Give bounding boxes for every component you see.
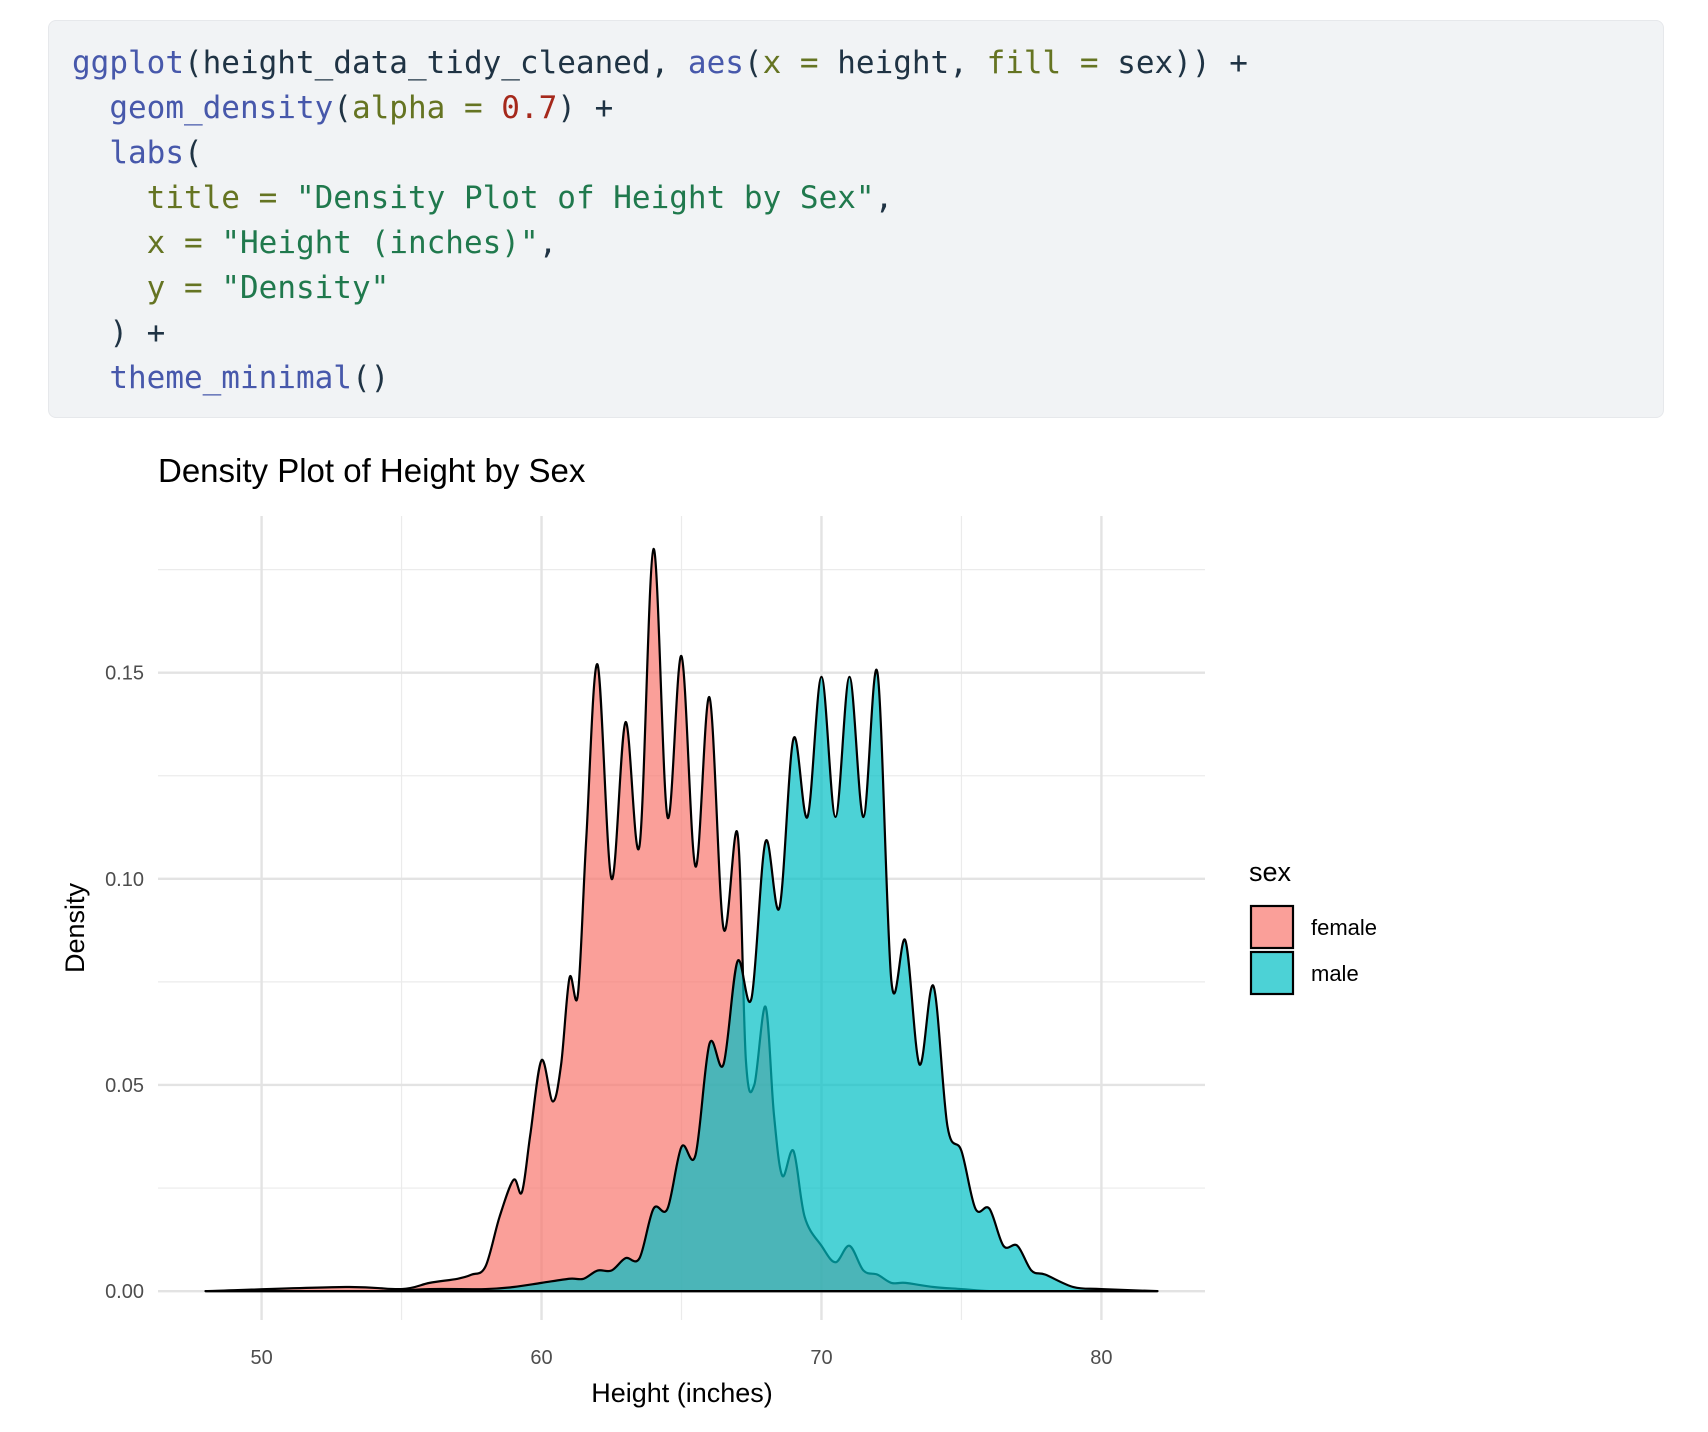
x-axis-ticks: 50 60 70 80 bbox=[250, 1347, 1112, 1369]
y-axis-ticks: 0.00 0.05 0.10 0.15 bbox=[105, 663, 144, 1303]
code-token: "Density" bbox=[221, 270, 390, 306]
code-token: y = bbox=[146, 270, 203, 306]
x-tick-label: 70 bbox=[810, 1347, 832, 1369]
code-line: geom_density(alpha = 0.7) + bbox=[72, 86, 1663, 131]
code-token: , bbox=[874, 180, 894, 216]
code-line: x = "Height (inches)", bbox=[72, 221, 1663, 266]
code-token: 0.7 bbox=[501, 90, 558, 126]
y-tick-label: 0.05 bbox=[105, 1075, 144, 1097]
code-line: ggplot(height_data_tidy_cleaned, aes(x =… bbox=[72, 41, 1663, 86]
code-token: ( bbox=[333, 90, 352, 126]
code-token: (height_data_tidy_cleaned, bbox=[183, 45, 688, 81]
code-line: theme_minimal() bbox=[72, 356, 1663, 401]
code-block: ggplot(height_data_tidy_cleaned, aes(x =… bbox=[48, 20, 1664, 418]
chart-title: Density Plot of Height by Sex bbox=[158, 452, 586, 489]
code-token: "Height (inches)" bbox=[221, 225, 539, 261]
legend-label-female: female bbox=[1311, 915, 1377, 940]
code-line: y = "Density" bbox=[72, 266, 1663, 311]
code-token: aes bbox=[687, 45, 744, 81]
density-chart: 50 60 70 80 0.00 0.05 0.10 0.15 Density Plot o… bbox=[60, 452, 1377, 1408]
x-axis-title: Height (inches) bbox=[591, 1378, 773, 1408]
legend: sex female male bbox=[1249, 857, 1377, 996]
code-token bbox=[72, 225, 147, 261]
code-token: ggplot bbox=[72, 45, 184, 81]
code-token: alpha = bbox=[351, 90, 483, 126]
y-tick-label: 0.10 bbox=[105, 869, 144, 891]
code-token: x = bbox=[146, 225, 203, 261]
code-token: ) + bbox=[72, 315, 166, 351]
code-token bbox=[72, 135, 109, 171]
code-token: "Density Plot of Height by Sex" bbox=[295, 180, 875, 216]
density-area-male bbox=[204, 668, 1159, 1293]
x-tick-label: 80 bbox=[1090, 1347, 1112, 1369]
code-token: ( bbox=[743, 45, 763, 81]
y-axis-title: Density bbox=[60, 882, 90, 973]
code-token bbox=[72, 360, 109, 396]
code-token: , bbox=[538, 225, 558, 261]
code-token: fill = bbox=[986, 45, 1099, 81]
y-tick-label: 0.15 bbox=[105, 663, 144, 685]
code-token bbox=[277, 180, 296, 216]
code-line: labs( bbox=[72, 131, 1663, 176]
code-token: height, bbox=[818, 45, 987, 81]
code-token: labs bbox=[109, 135, 184, 171]
code-token: title = bbox=[146, 180, 278, 216]
x-tick-label: 60 bbox=[530, 1347, 552, 1369]
code-token: geom_density bbox=[109, 90, 334, 126]
code-token: theme_minimal bbox=[109, 360, 352, 396]
code-token: x = bbox=[762, 45, 819, 81]
code-lines: ggplot(height_data_tidy_cleaned, aes(x =… bbox=[72, 41, 1663, 401]
code-token: () bbox=[351, 360, 390, 396]
code-token: sex)) + bbox=[1098, 45, 1248, 81]
code-token bbox=[203, 270, 222, 306]
code-line: ) + bbox=[72, 311, 1663, 356]
code-token bbox=[203, 225, 222, 261]
code-token: ) + bbox=[557, 90, 614, 126]
code-token bbox=[483, 90, 502, 126]
code-token bbox=[72, 180, 147, 216]
legend-key-male bbox=[1249, 950, 1295, 996]
legend-title: sex bbox=[1249, 857, 1292, 887]
code-line: title = "Density Plot of Height by Sex", bbox=[72, 176, 1663, 221]
legend-key-female bbox=[1249, 904, 1295, 950]
code-token bbox=[72, 90, 109, 126]
series-areas bbox=[204, 547, 1159, 1293]
code-token: ( bbox=[183, 135, 203, 171]
x-tick-label: 50 bbox=[250, 1347, 272, 1369]
y-tick-label: 0.00 bbox=[105, 1281, 144, 1303]
code-token bbox=[72, 270, 147, 306]
legend-label-male: male bbox=[1311, 961, 1359, 986]
